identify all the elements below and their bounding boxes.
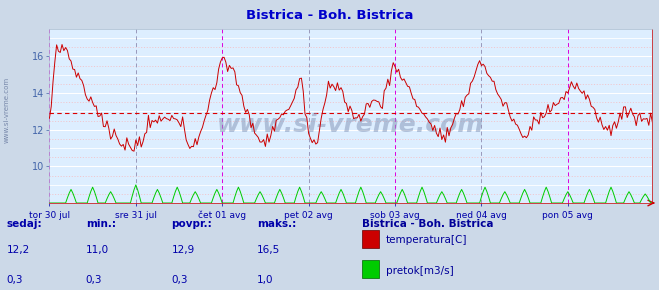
Text: temperatura[C]: temperatura[C] xyxy=(386,235,467,245)
Text: sedaj:: sedaj: xyxy=(7,219,42,229)
Text: 0,3: 0,3 xyxy=(171,276,188,285)
Text: 11,0: 11,0 xyxy=(86,245,109,255)
Text: Bistrica - Boh. Bistrica: Bistrica - Boh. Bistrica xyxy=(246,9,413,22)
Text: 12,9: 12,9 xyxy=(171,245,194,255)
Text: pretok[m3/s]: pretok[m3/s] xyxy=(386,266,453,275)
Text: Bistrica - Boh. Bistrica: Bistrica - Boh. Bistrica xyxy=(362,219,494,229)
Bar xyxy=(362,230,379,248)
Text: 1,0: 1,0 xyxy=(257,276,273,285)
Text: 12,2: 12,2 xyxy=(7,245,30,255)
Text: 0,3: 0,3 xyxy=(86,276,102,285)
Text: 16,5: 16,5 xyxy=(257,245,280,255)
Text: maks.:: maks.: xyxy=(257,219,297,229)
Text: www.si-vreme.com: www.si-vreme.com xyxy=(217,113,484,137)
Bar xyxy=(362,260,379,278)
Text: min.:: min.: xyxy=(86,219,116,229)
Text: 0,3: 0,3 xyxy=(7,276,23,285)
Text: povpr.:: povpr.: xyxy=(171,219,212,229)
Text: www.si-vreme.com: www.si-vreme.com xyxy=(3,77,9,143)
